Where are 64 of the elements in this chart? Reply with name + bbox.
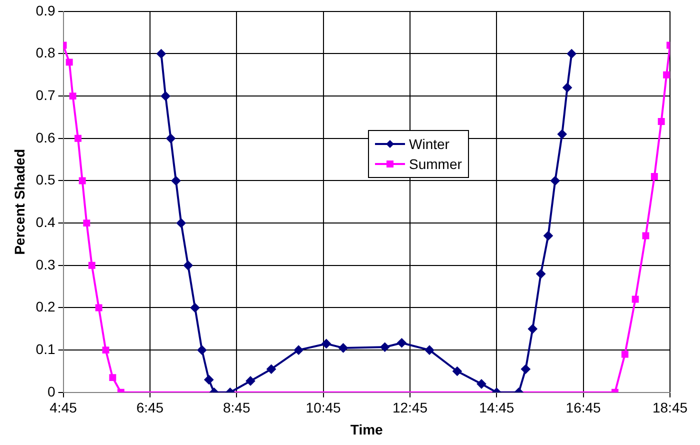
point xyxy=(78,177,86,184)
point xyxy=(424,346,434,355)
point xyxy=(663,71,670,78)
y-tick-label: 0 xyxy=(47,383,56,400)
point xyxy=(156,49,166,58)
point xyxy=(166,134,176,143)
x-tick-label: 14:45 xyxy=(479,400,514,416)
point xyxy=(176,218,186,228)
point xyxy=(190,303,200,312)
point xyxy=(380,342,390,352)
y-tick-label: 0.7 xyxy=(36,86,56,103)
point xyxy=(632,296,639,303)
y-tick-label: 0.2 xyxy=(36,298,56,315)
point xyxy=(452,366,462,376)
point xyxy=(562,83,572,92)
y-tick-label: 0.3 xyxy=(36,256,56,272)
legend-label: Winter xyxy=(409,136,450,152)
x-tick-label: 18:45 xyxy=(652,400,688,416)
x-tick-label: 6:45 xyxy=(136,400,164,416)
x-tick-label: 16:45 xyxy=(566,400,602,416)
point xyxy=(171,176,180,186)
point xyxy=(544,231,553,240)
x-tick-label: 8:45 xyxy=(222,400,250,416)
point xyxy=(184,260,193,270)
y-axis-title: Percent Shaded xyxy=(11,148,28,255)
point xyxy=(397,338,406,348)
point xyxy=(109,374,116,382)
point xyxy=(74,134,82,142)
x-tick-label: 12:45 xyxy=(392,400,428,416)
x-axis-title: Time xyxy=(350,421,384,438)
y-tick-label: 0.5 xyxy=(36,172,56,188)
point xyxy=(66,58,73,66)
y-tick-label: 0.8 xyxy=(36,44,56,61)
point xyxy=(338,343,348,352)
point xyxy=(83,220,90,227)
y-tick-label: 0.6 xyxy=(36,129,56,146)
point xyxy=(266,364,276,374)
y-tick-label: 0.1 xyxy=(36,340,56,357)
point xyxy=(197,346,206,355)
point xyxy=(322,339,331,348)
point xyxy=(528,324,538,334)
point xyxy=(95,304,102,312)
y-tick-label: 0.9 xyxy=(36,2,56,18)
point xyxy=(88,262,96,269)
point xyxy=(246,376,255,386)
point xyxy=(621,350,628,358)
point xyxy=(161,92,170,101)
point xyxy=(550,176,560,186)
point xyxy=(294,346,304,355)
point xyxy=(521,364,530,374)
x-tick-label: 10:45 xyxy=(306,400,342,416)
point xyxy=(558,130,567,139)
point xyxy=(642,232,650,240)
y-tick-label: 0.4 xyxy=(36,214,56,230)
x-tick-label: 4:45 xyxy=(50,400,78,416)
point xyxy=(69,92,76,100)
point xyxy=(536,269,546,278)
point xyxy=(204,375,214,384)
point xyxy=(658,118,665,125)
legend-label: Summer xyxy=(409,156,462,172)
point xyxy=(476,379,486,388)
point xyxy=(102,346,110,354)
point xyxy=(650,173,658,180)
point xyxy=(567,49,576,58)
